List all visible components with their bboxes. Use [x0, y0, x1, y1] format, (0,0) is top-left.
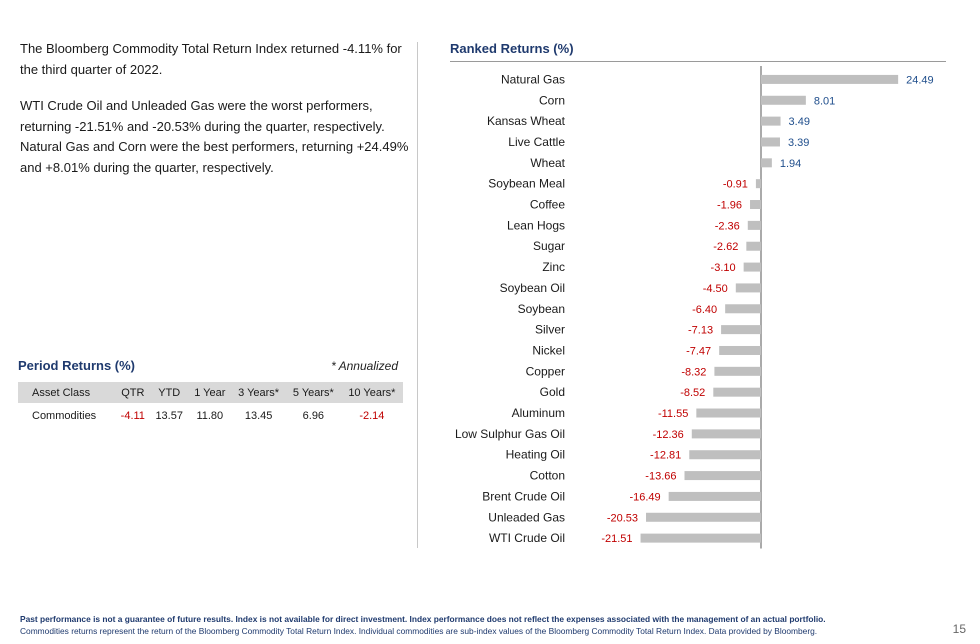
footer-disclaimer: Past performance is not a guarantee of f… [20, 614, 826, 624]
ranked-returns-chart: Natural Gas 24.49 Corn 8.01 Kansas Wheat 3.49… [455, 66, 934, 549]
bar [721, 325, 761, 335]
data-label: -12.36 [653, 429, 684, 441]
data-label: -21.51 [601, 533, 632, 545]
data-label: -8.52 [680, 387, 705, 399]
data-label: -3.10 [711, 262, 736, 274]
header-3-years: 3 Years* [231, 382, 286, 403]
data-label: 3.49 [789, 116, 810, 128]
bar [668, 491, 761, 501]
bar [761, 95, 806, 105]
data-label: -0.91 [723, 179, 748, 191]
bar [691, 429, 761, 439]
vertical-divider [417, 42, 418, 548]
category-label: Live Cattle [508, 135, 565, 149]
data-label: 24.49 [906, 74, 934, 86]
data-label: 8.01 [814, 95, 835, 107]
category-label: Wheat [530, 156, 565, 170]
data-label: -20.53 [607, 512, 638, 524]
footer-source: Commodities returns represent the return… [20, 626, 818, 636]
header-10-years: 10 Years* [340, 382, 403, 403]
category-label: Soybean Meal [488, 177, 565, 191]
bar [684, 471, 761, 481]
header-ytd: YTD [150, 382, 189, 403]
bar [747, 220, 761, 230]
bar [689, 450, 761, 460]
data-label: 1.94 [780, 158, 801, 170]
category-label: Unleaded Gas [488, 510, 565, 524]
bar [755, 179, 761, 189]
cell-3-years: 13.45 [244, 410, 273, 422]
bar [719, 345, 761, 355]
header-asset-class: Asset Class [18, 382, 116, 403]
bar [761, 137, 780, 147]
data-label: -8.32 [681, 366, 706, 378]
cell-qtr: -4.11 [120, 410, 145, 422]
category-label: Lean Hogs [507, 218, 565, 232]
category-label: Sugar [533, 239, 565, 253]
bar [746, 241, 761, 251]
category-label: Soybean Oil [500, 281, 565, 295]
category-label: Coffee [530, 198, 565, 212]
bar [696, 408, 761, 418]
category-label: Brent Crude Oil [482, 489, 565, 503]
category-label: Heating Oil [506, 448, 565, 462]
category-label: Natural Gas [501, 72, 565, 86]
table-header-row: Asset Class QTR YTD 1 Year 3 Years* 5 Ye… [18, 382, 403, 403]
bar [646, 512, 761, 522]
bar [640, 533, 761, 543]
data-label: -4.50 [703, 283, 728, 295]
data-label: -16.49 [629, 491, 660, 503]
data-label: -2.62 [713, 241, 738, 253]
bar [713, 387, 761, 397]
category-label: Nickel [532, 343, 565, 357]
category-label: Gold [540, 385, 565, 399]
data-label: -1.96 [717, 200, 742, 212]
header-1-year: 1 Year [188, 382, 232, 403]
category-label: Corn [539, 93, 565, 107]
category-label: WTI Crude Oil [489, 531, 565, 545]
category-label: Low Sulphur Gas Oil [455, 427, 565, 441]
data-label: -2.36 [715, 220, 740, 232]
bar [761, 74, 899, 84]
category-label: Copper [526, 364, 565, 378]
data-label: -6.40 [692, 304, 717, 316]
data-label: -13.66 [645, 471, 676, 483]
period-returns-table: Asset Class QTR YTD 1 Year 3 Years* 5 Ye… [18, 382, 403, 429]
summary-paragraph-2: WTI Crude Oil and Unleaded Gas were the … [20, 98, 409, 175]
header-qtr: QTR [115, 382, 151, 403]
bar [750, 200, 761, 210]
category-label: Aluminum [512, 406, 565, 420]
data-label: -12.81 [650, 450, 681, 462]
category-label: Zinc [542, 260, 565, 274]
summary-paragraph-1: The Bloomberg Commodity Total Return Ind… [20, 41, 402, 77]
bar [714, 366, 761, 376]
bar [735, 283, 761, 293]
bar [761, 158, 772, 168]
data-label: -7.13 [688, 325, 713, 337]
bar [761, 116, 781, 126]
header-5-years: 5 Years* [285, 382, 341, 403]
table-row: Commodities -4.11 13.57 11.80 13.45 6.96… [18, 403, 403, 429]
data-label: 3.39 [788, 137, 809, 149]
ranked-returns-title: Ranked Returns (%) [450, 41, 574, 56]
data-label: -7.47 [686, 345, 711, 357]
cell-ytd: 13.57 [155, 410, 183, 422]
category-label: Soybean [518, 302, 565, 316]
page-number: 15 [952, 622, 966, 636]
cell-1-year: 11.80 [196, 410, 224, 422]
cell-asset-class: Commodities [32, 410, 97, 422]
bar [725, 304, 761, 314]
cell-10-years: -2.14 [359, 410, 385, 422]
category-label: Kansas Wheat [487, 114, 566, 128]
cell-5-years: 6.96 [302, 410, 325, 422]
category-label: Cotton [530, 469, 565, 483]
annualized-note: * Annualized [331, 359, 398, 373]
summary-text: The Bloomberg Commodity Total Return Ind… [20, 39, 410, 194]
data-label: -11.55 [658, 408, 688, 420]
category-label: Silver [535, 323, 565, 337]
period-returns-title: Period Returns (%) [18, 358, 136, 373]
bar [743, 262, 761, 272]
ranked-title-rule [450, 61, 946, 62]
